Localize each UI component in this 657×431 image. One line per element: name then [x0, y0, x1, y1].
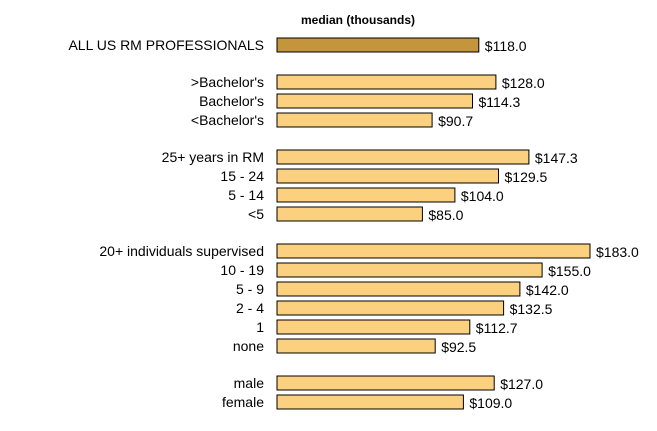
category-label: none	[233, 338, 264, 354]
bar	[276, 206, 423, 222]
data-label: $92.5	[441, 339, 476, 355]
bar-row: <Bachelor's $90.7	[191, 112, 473, 129]
category-label: ALL US RM PROFESSIONALS	[68, 37, 264, 53]
bar-row: 1 $112.7	[256, 319, 518, 336]
bar-row: 15 - 24 $129.5	[220, 168, 547, 185]
bar-row: Bachelor's $114.3	[199, 93, 520, 110]
bar	[276, 243, 591, 259]
bar-row: 5 - 9 $142.0	[236, 281, 569, 298]
bar-row: male $127.0	[234, 375, 544, 392]
bar	[276, 93, 473, 109]
category-label: 20+ individuals supervised	[99, 243, 264, 259]
bar-row: none $92.5	[233, 338, 477, 355]
bar	[276, 149, 530, 165]
data-label: $129.5	[505, 169, 548, 185]
data-label: $142.0	[526, 282, 569, 298]
bar	[276, 112, 433, 128]
bar-row: 5 - 14 $104.0	[228, 187, 504, 204]
bar-row: 25+ years in RM $147.3	[162, 149, 578, 166]
data-label: $90.7	[438, 113, 473, 129]
bar-row: female $109.0	[222, 394, 512, 411]
category-label: <Bachelor's	[191, 112, 264, 128]
category-label: 5 - 14	[228, 187, 264, 203]
category-label: female	[222, 394, 264, 410]
data-label: $155.0	[548, 263, 591, 279]
data-label: $147.3	[535, 150, 578, 166]
data-label: $85.0	[428, 207, 463, 223]
data-label: $183.0	[596, 244, 639, 260]
bar	[276, 37, 480, 53]
category-label: 5 - 9	[236, 281, 264, 297]
data-label: $109.0	[469, 395, 512, 411]
bar-row: 20+ individuals supervised $183.0	[99, 243, 639, 260]
data-label: $104.0	[461, 188, 504, 204]
bar-row: ALL US RM PROFESSIONALS $118.0	[68, 37, 526, 54]
category-label: 15 - 24	[220, 168, 264, 184]
bar	[276, 300, 505, 316]
category-label: 25+ years in RM	[162, 149, 264, 165]
data-label: $128.0	[502, 75, 545, 91]
data-label: $127.0	[500, 376, 543, 392]
category-label: 2 - 4	[236, 300, 264, 316]
category-label: <5	[248, 206, 264, 222]
bar-row: 10 - 19 $155.0	[220, 262, 591, 279]
bar	[276, 187, 456, 203]
bar-row: <5 $85.0	[248, 206, 464, 223]
bar	[276, 375, 495, 391]
bar-row: 2 - 4 $132.5	[236, 300, 553, 317]
bar-row: >Bachelor's $128.0	[191, 74, 545, 91]
bar	[276, 394, 464, 410]
data-label: $118.0	[485, 38, 527, 54]
bar	[276, 319, 471, 335]
bar	[276, 262, 543, 278]
data-label: $114.3	[479, 94, 521, 110]
bar	[276, 338, 436, 354]
bar	[276, 74, 497, 90]
bar	[276, 168, 499, 184]
data-label: $132.5	[510, 301, 553, 317]
category-label: 10 - 19	[220, 262, 264, 278]
chart-title: median (thousands)	[301, 13, 415, 27]
bar	[276, 281, 521, 297]
category-label: male	[234, 375, 265, 391]
category-label: Bachelor's	[199, 93, 264, 109]
category-label: 1	[256, 319, 264, 335]
data-label: $112.7	[476, 320, 518, 336]
bars-layer: ALL US RM PROFESSIONALS $118.0 >Bachelor's…	[68, 37, 639, 411]
category-label: >Bachelor's	[191, 74, 264, 90]
